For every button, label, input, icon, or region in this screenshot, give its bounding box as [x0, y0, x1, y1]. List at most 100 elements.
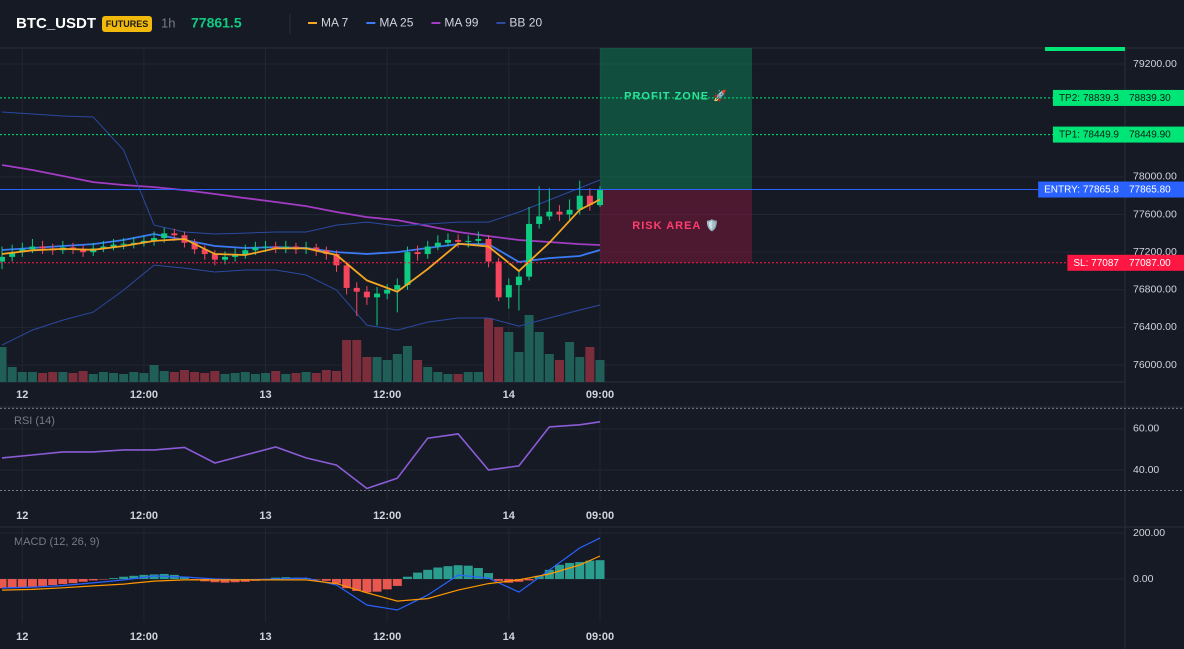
- candle-body: [242, 250, 249, 255]
- y-tick-label: 40.00: [1133, 464, 1159, 476]
- candle-body: [100, 246, 107, 249]
- volume-bar: [119, 374, 129, 382]
- candle-body: [515, 276, 522, 286]
- level-box: [1038, 181, 1125, 198]
- histogram-bar: [402, 576, 412, 580]
- volume-bar: [169, 372, 179, 382]
- x-tick-label: 12:00: [130, 510, 158, 522]
- candle-body: [465, 240, 472, 242]
- histogram-bar: [68, 579, 78, 584]
- level-label: TP2: 78839.3: [1059, 93, 1119, 104]
- candle-body: [363, 291, 370, 298]
- level-box: [1067, 254, 1125, 271]
- histogram-bar: [473, 567, 483, 580]
- volume-bar: [109, 373, 119, 382]
- candle-body: [333, 254, 340, 266]
- level-axis-box: [1125, 89, 1184, 106]
- candle-body: [475, 238, 482, 241]
- histogram-bar: [494, 579, 504, 581]
- volume-bar: [514, 352, 524, 382]
- volume-bar: [149, 365, 159, 382]
- legend-label: MA 25: [379, 16, 413, 30]
- rsi-line: [1, 421, 601, 490]
- histogram-bar: [58, 579, 68, 585]
- histogram-bar: [565, 562, 575, 580]
- candle-body: [576, 195, 583, 210]
- y-tick-label: 78000.00: [1133, 171, 1177, 183]
- volume-bar: [261, 373, 271, 382]
- candle-body: [272, 246, 279, 249]
- histogram-bar: [453, 565, 463, 580]
- candle-body: [384, 289, 391, 294]
- histogram-bar: [88, 579, 98, 581]
- histogram-bar: [7, 579, 17, 588]
- volume-bar: [321, 370, 331, 382]
- candle-body: [566, 209, 573, 215]
- histogram-bar: [382, 579, 392, 590]
- candle-body: [597, 190, 603, 206]
- candle-body: [161, 233, 168, 239]
- badge: [102, 16, 152, 32]
- volume-bar: [7, 367, 17, 382]
- volume-bar: [331, 371, 341, 382]
- volume-bar: [58, 372, 68, 382]
- histogram-bar: [433, 567, 443, 580]
- histogram-bar: [595, 560, 605, 580]
- volume-bar: [575, 357, 585, 382]
- candle-body: [444, 239, 451, 243]
- volume-bar: [98, 372, 108, 382]
- x-tick-label: 14: [503, 389, 516, 401]
- candle-body: [171, 233, 178, 236]
- candle-body: [546, 211, 553, 217]
- volume-bar: [190, 372, 200, 382]
- histogram-bar: [179, 576, 189, 580]
- zone-label: RISK AREA 🛡️: [632, 219, 719, 232]
- indicator-line: [1, 111, 601, 235]
- candle-body: [556, 211, 563, 215]
- candle-body: [120, 243, 127, 245]
- volume-bar: [565, 342, 575, 382]
- histogram-bar: [48, 579, 58, 585]
- candle-body: [536, 216, 543, 224]
- volume-bar: [352, 340, 362, 382]
- x-tick-label: 09:00: [586, 631, 614, 643]
- volume-bar: [372, 357, 382, 382]
- level-axis-label: 77865.80: [1129, 185, 1171, 196]
- x-tick-label: 12:00: [373, 510, 401, 522]
- volume-bar: [159, 371, 169, 382]
- level-axis-label: 77087.00: [1129, 258, 1171, 269]
- volume-bar: [463, 372, 473, 382]
- y-tick-label: 200.00: [1133, 527, 1165, 539]
- histogram-bar: [413, 572, 423, 580]
- volume-bar: [534, 332, 544, 382]
- volume-bar: [240, 372, 250, 382]
- candle-body: [191, 242, 198, 250]
- histogram-bar: [220, 579, 230, 583]
- volume-bar: [179, 370, 189, 382]
- x-tick-label: 12:00: [373, 389, 401, 401]
- symbol: BTC_USDT: [16, 15, 96, 32]
- candle-body: [404, 252, 411, 286]
- y-tick-label: 77600.00: [1133, 208, 1177, 220]
- histogram-bar: [484, 573, 494, 580]
- volume-bar: [38, 373, 48, 382]
- candle-body: [80, 249, 87, 253]
- level-label: TP1: 78449.9: [1059, 130, 1119, 141]
- histogram-bar: [463, 565, 473, 580]
- y-tick-label: 76000.00: [1133, 359, 1177, 371]
- candle-body: [434, 242, 441, 247]
- volume-bar: [453, 374, 463, 382]
- candle-body: [586, 195, 593, 206]
- level-box: [1052, 89, 1125, 106]
- x-tick-label: 12:00: [130, 631, 158, 643]
- histogram-bar: [585, 560, 595, 580]
- y-tick-label: 76400.00: [1133, 321, 1177, 333]
- x-tick-label: 14: [503, 510, 516, 522]
- volume-bar: [362, 357, 372, 382]
- candle-body: [39, 246, 46, 249]
- volume-bar: [210, 371, 220, 382]
- zone: [600, 189, 753, 263]
- histogram-bar: [38, 579, 48, 586]
